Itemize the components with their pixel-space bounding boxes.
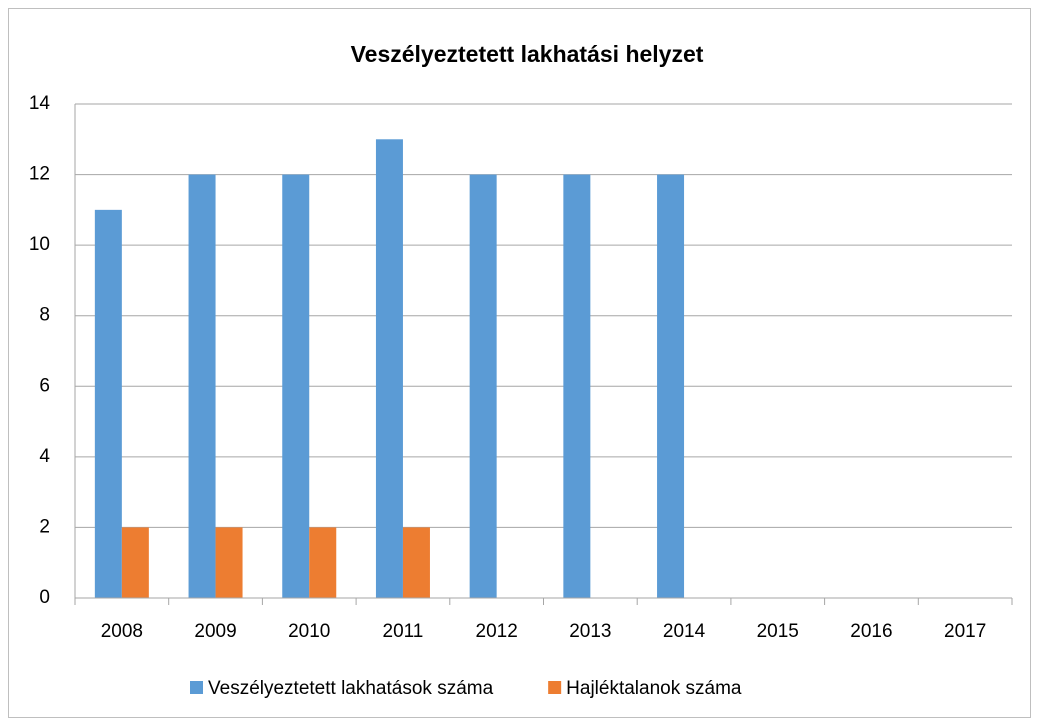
legend-label: Hajléktalanok száma xyxy=(566,678,742,699)
bar xyxy=(282,174,310,599)
x-tick-label: 2011 xyxy=(383,621,424,642)
y-tick-label: 10 xyxy=(29,234,50,255)
x-tick-label: 2010 xyxy=(288,621,330,642)
bar xyxy=(402,527,430,598)
x-tick-label: 2014 xyxy=(663,621,706,642)
y-tick-label: 4 xyxy=(39,446,50,467)
legend-swatch xyxy=(190,681,203,694)
x-tick-label: 2008 xyxy=(101,621,143,642)
bar xyxy=(375,139,403,599)
legend-label: Veszélyeztetett lakhatások száma xyxy=(208,678,494,699)
x-tick-label: 2009 xyxy=(194,621,236,642)
x-tick-label: 2012 xyxy=(476,621,518,642)
bar xyxy=(121,527,149,598)
bar xyxy=(188,174,216,599)
x-tick-label: 2017 xyxy=(944,621,986,642)
bar xyxy=(215,527,243,598)
y-tick-label: 6 xyxy=(39,375,50,396)
bar xyxy=(563,174,591,599)
bar xyxy=(309,527,337,598)
bar xyxy=(657,174,685,599)
x-tick-label: 2016 xyxy=(850,621,892,642)
bar xyxy=(94,209,122,598)
y-tick-label: 12 xyxy=(29,164,50,185)
legend-swatch xyxy=(548,681,562,694)
y-tick-label: 2 xyxy=(39,516,50,537)
y-tick-label: 0 xyxy=(39,587,50,608)
x-tick-label: 2015 xyxy=(757,621,799,642)
chart-title: Veszélyeztetett lakhatási helyzet xyxy=(351,41,704,67)
bar xyxy=(469,174,497,599)
chart-border xyxy=(8,8,1031,718)
y-tick-label: 8 xyxy=(39,305,50,326)
y-tick-label: 14 xyxy=(29,93,51,114)
x-tick-label: 2013 xyxy=(569,621,611,642)
